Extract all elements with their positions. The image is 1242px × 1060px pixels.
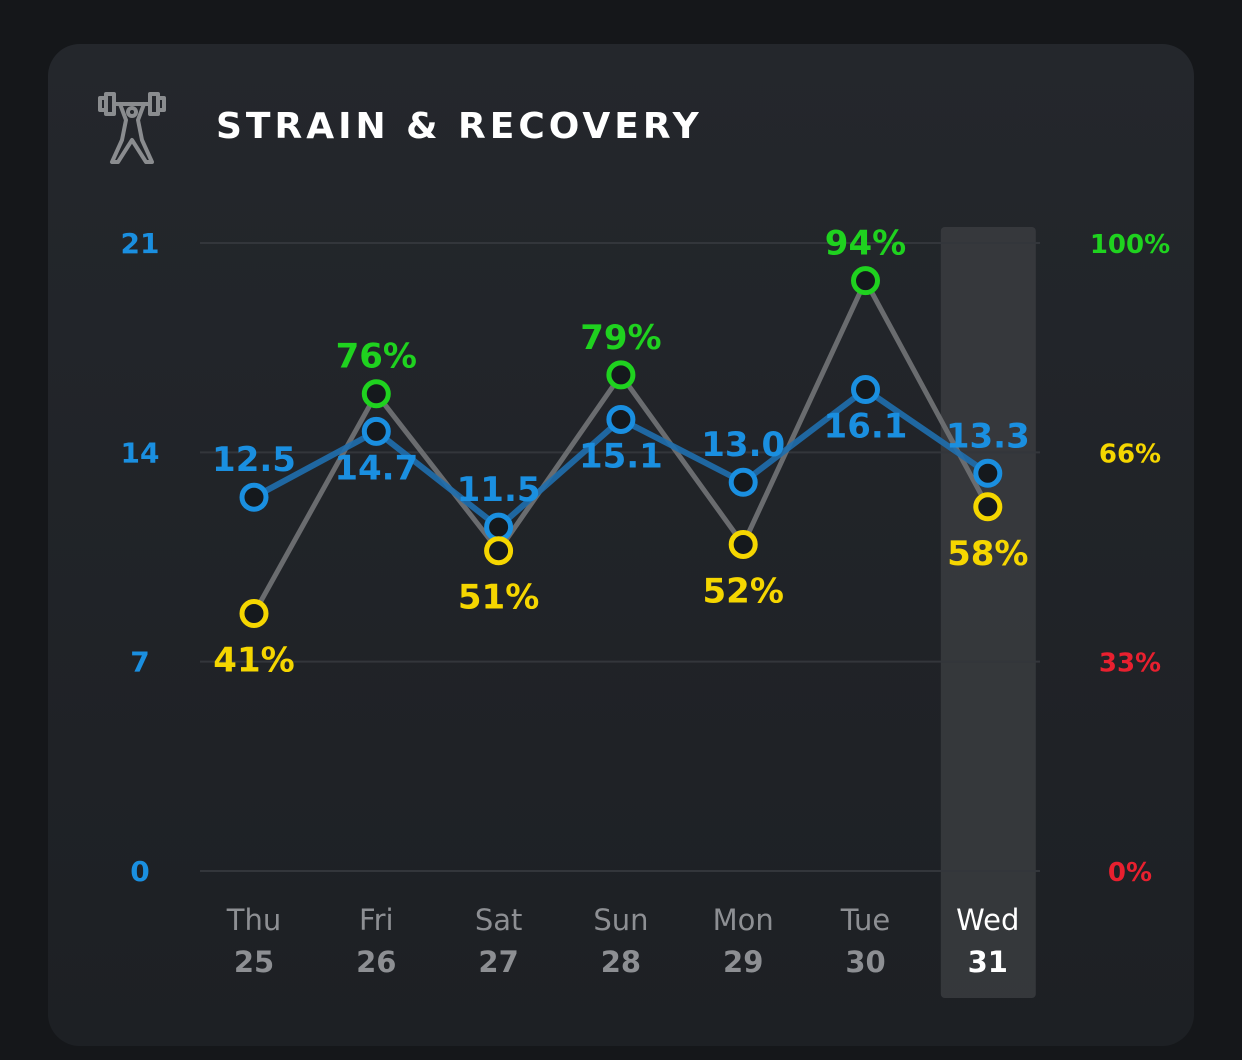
- x-axis-day-label: Fri: [359, 903, 394, 937]
- x-axis-date-label: 25: [234, 945, 274, 979]
- recovery-value-label: 76%: [336, 337, 417, 377]
- left-axis-tick: 7: [130, 646, 149, 679]
- x-axis-date-label: 26: [356, 945, 396, 979]
- x-axis-date-label: 28: [601, 945, 641, 979]
- x-axis-day-label: Mon: [713, 903, 774, 937]
- strain-value-label: 15.1: [579, 436, 663, 476]
- strain-point: [484, 512, 514, 542]
- x-axis-day-label: Sat: [475, 903, 523, 937]
- strain-point: [361, 416, 391, 446]
- strain-value-label: 12.5: [212, 440, 296, 480]
- strain-point: [728, 467, 758, 497]
- strain-point: [606, 404, 636, 434]
- left-axis-tick: 14: [121, 436, 160, 469]
- x-axis-date-label: 29: [723, 945, 763, 979]
- left-axis-tick: 21: [121, 227, 160, 260]
- recovery-value-label: 41%: [213, 641, 294, 681]
- x-axis-date-label: 31: [968, 945, 1008, 979]
- weightlifter-icon: [98, 92, 166, 164]
- right-axis-tick: 33%: [1099, 649, 1161, 679]
- recovery-point: [239, 599, 269, 629]
- recovery-value-label: 52%: [703, 571, 784, 611]
- recovery-point: [973, 492, 1003, 522]
- recovery-point: [606, 360, 636, 390]
- strain-point: [239, 482, 269, 512]
- recovery-point: [851, 266, 880, 296]
- right-axis-tick: 100%: [1090, 230, 1170, 260]
- selected-day-highlight: [940, 227, 1036, 998]
- recovery-value-label: 58%: [947, 534, 1028, 574]
- recovery-value-label: 79%: [580, 318, 661, 358]
- x-axis-date-label: 30: [845, 945, 885, 979]
- x-axis-day-label: Wed: [956, 903, 1019, 937]
- strain-point: [851, 375, 880, 405]
- right-axis-tick: 0%: [1108, 858, 1152, 888]
- strain-value-label: 13.0: [701, 425, 785, 465]
- recovery-point: [484, 536, 514, 566]
- x-axis-day-label: Tue: [840, 903, 891, 937]
- strain-value-label: 13.3: [946, 416, 1030, 456]
- recovery-value-label: 51%: [458, 578, 539, 618]
- recovery-value-label: 94%: [825, 224, 906, 264]
- x-axis-day-label: Sun: [593, 903, 648, 937]
- x-axis-day-label: Thu: [226, 903, 281, 937]
- strain-value-label: 16.1: [824, 407, 908, 447]
- x-axis-date-label: 27: [478, 945, 518, 979]
- card-title: STRAIN & RECOVERY: [216, 106, 703, 147]
- strain-value-label: 11.5: [457, 470, 541, 510]
- strain-point: [973, 458, 1003, 488]
- right-axis-tick: 66%: [1099, 439, 1161, 469]
- recovery-point: [728, 529, 758, 559]
- left-axis-tick: 0: [130, 855, 149, 888]
- strain-value-label: 14.7: [334, 448, 418, 488]
- recovery-point: [361, 379, 391, 409]
